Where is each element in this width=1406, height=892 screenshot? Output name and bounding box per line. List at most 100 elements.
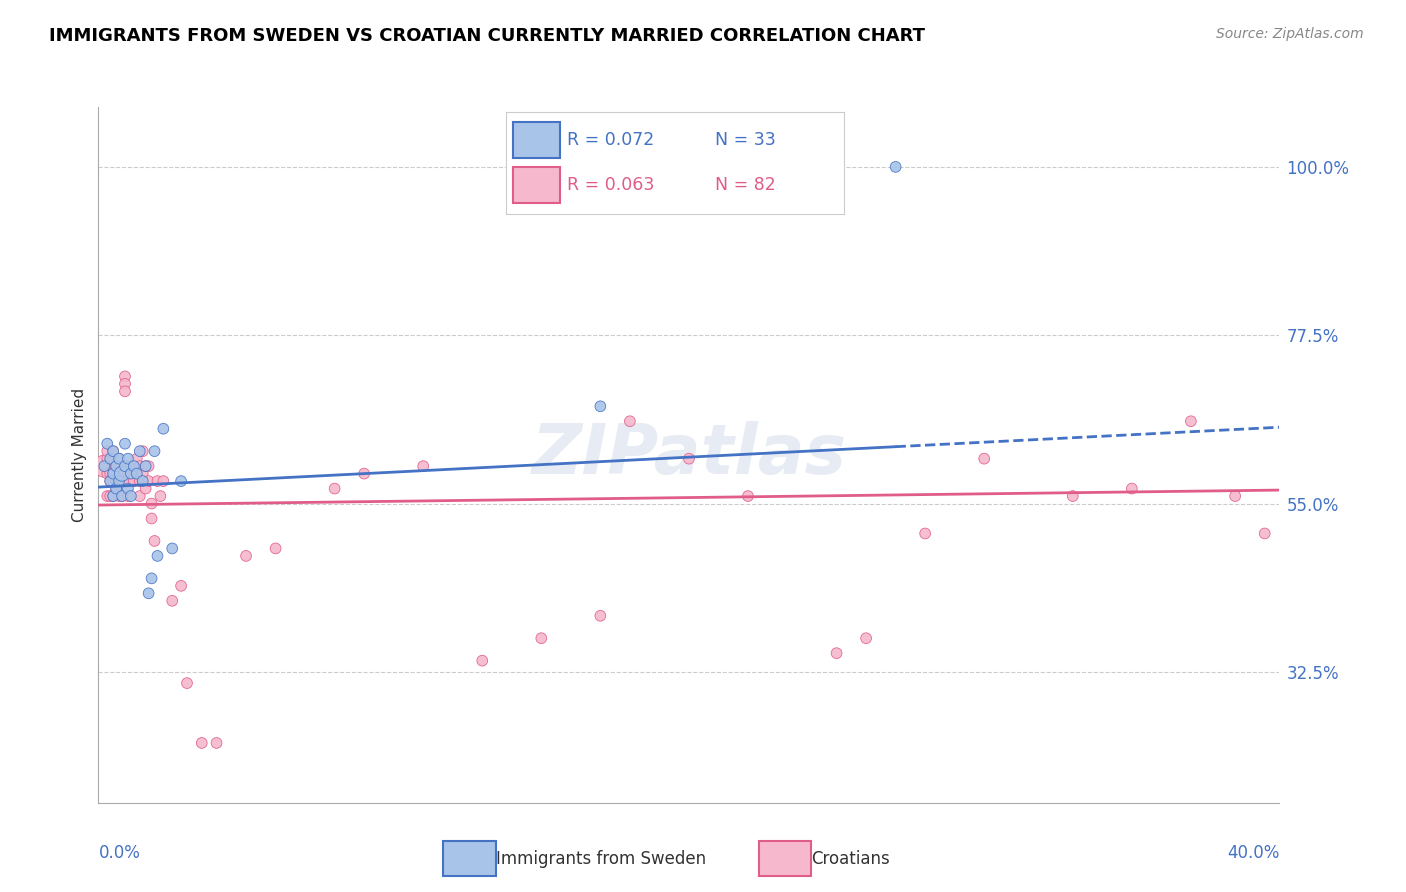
- Point: [884, 160, 907, 174]
- Point: [93, 459, 115, 474]
- Point: [353, 467, 375, 481]
- Point: [125, 467, 148, 481]
- Point: [825, 646, 848, 660]
- Point: [128, 459, 150, 474]
- Point: [589, 608, 612, 623]
- Point: [264, 541, 287, 556]
- Point: [103, 444, 125, 458]
- Point: [98, 474, 121, 488]
- Point: [120, 467, 142, 481]
- Point: [143, 533, 166, 548]
- Point: [152, 474, 174, 488]
- Point: [96, 489, 118, 503]
- Text: N = 33: N = 33: [716, 131, 776, 149]
- Point: [235, 549, 257, 563]
- Point: [1254, 526, 1277, 541]
- Point: [98, 467, 121, 481]
- Point: [114, 376, 136, 391]
- Y-axis label: Currently Married: Currently Married: [72, 388, 87, 522]
- Point: [135, 459, 157, 474]
- Point: [146, 474, 169, 488]
- Text: 0.0%: 0.0%: [98, 844, 141, 862]
- Text: N = 82: N = 82: [716, 176, 776, 194]
- Point: [111, 467, 134, 481]
- Point: [973, 451, 995, 466]
- Point: [108, 459, 131, 474]
- Point: [138, 586, 160, 600]
- Point: [128, 489, 150, 503]
- FancyBboxPatch shape: [759, 841, 811, 876]
- Point: [114, 459, 136, 474]
- Point: [103, 467, 125, 481]
- Point: [1180, 414, 1202, 428]
- Point: [122, 459, 145, 474]
- Point: [98, 451, 121, 466]
- Point: [105, 482, 128, 496]
- FancyBboxPatch shape: [513, 167, 560, 202]
- Point: [146, 549, 169, 563]
- Point: [141, 511, 163, 525]
- Point: [132, 467, 155, 481]
- Point: [1121, 482, 1143, 496]
- Point: [152, 422, 174, 436]
- Point: [122, 474, 145, 488]
- Point: [589, 399, 612, 413]
- Point: [135, 459, 157, 474]
- Point: [149, 489, 172, 503]
- Point: [117, 459, 139, 474]
- FancyBboxPatch shape: [513, 122, 560, 158]
- Point: [105, 482, 128, 496]
- Point: [1062, 489, 1084, 503]
- Point: [132, 474, 155, 488]
- Point: [132, 444, 155, 458]
- Text: ZIPatlas: ZIPatlas: [531, 421, 846, 489]
- Point: [135, 482, 157, 496]
- Point: [176, 676, 198, 690]
- Point: [855, 631, 877, 645]
- Point: [143, 444, 166, 458]
- Text: Source: ZipAtlas.com: Source: ZipAtlas.com: [1216, 27, 1364, 41]
- Point: [117, 467, 139, 481]
- Point: [98, 489, 121, 503]
- Point: [111, 489, 134, 503]
- Point: [117, 451, 139, 466]
- Point: [120, 467, 142, 481]
- Point: [125, 467, 148, 481]
- Point: [170, 579, 193, 593]
- Point: [114, 436, 136, 450]
- Point: [128, 444, 150, 458]
- Point: [108, 474, 131, 488]
- Point: [141, 571, 163, 585]
- Point: [114, 369, 136, 384]
- Point: [105, 459, 128, 474]
- Text: R = 0.063: R = 0.063: [567, 176, 654, 194]
- Point: [162, 541, 183, 556]
- Point: [132, 474, 155, 488]
- Point: [125, 451, 148, 466]
- Point: [111, 489, 134, 503]
- Point: [1223, 489, 1246, 503]
- Point: [323, 482, 346, 496]
- Point: [737, 489, 759, 503]
- Point: [117, 474, 139, 488]
- Text: Croatians: Croatians: [811, 849, 890, 868]
- Point: [96, 467, 118, 481]
- Point: [111, 459, 134, 474]
- Point: [105, 459, 128, 474]
- Point: [471, 654, 494, 668]
- Point: [120, 489, 142, 503]
- Point: [108, 489, 131, 503]
- Point: [103, 459, 125, 474]
- Point: [103, 467, 125, 481]
- Point: [412, 459, 434, 474]
- Text: 40.0%: 40.0%: [1227, 844, 1279, 862]
- FancyBboxPatch shape: [443, 841, 496, 876]
- Point: [619, 414, 641, 428]
- Point: [122, 459, 145, 474]
- Point: [98, 474, 121, 488]
- Text: IMMIGRANTS FROM SWEDEN VS CROATIAN CURRENTLY MARRIED CORRELATION CHART: IMMIGRANTS FROM SWEDEN VS CROATIAN CURRE…: [49, 27, 925, 45]
- Point: [103, 474, 125, 488]
- Point: [114, 384, 136, 399]
- Point: [108, 451, 131, 466]
- Point: [138, 459, 160, 474]
